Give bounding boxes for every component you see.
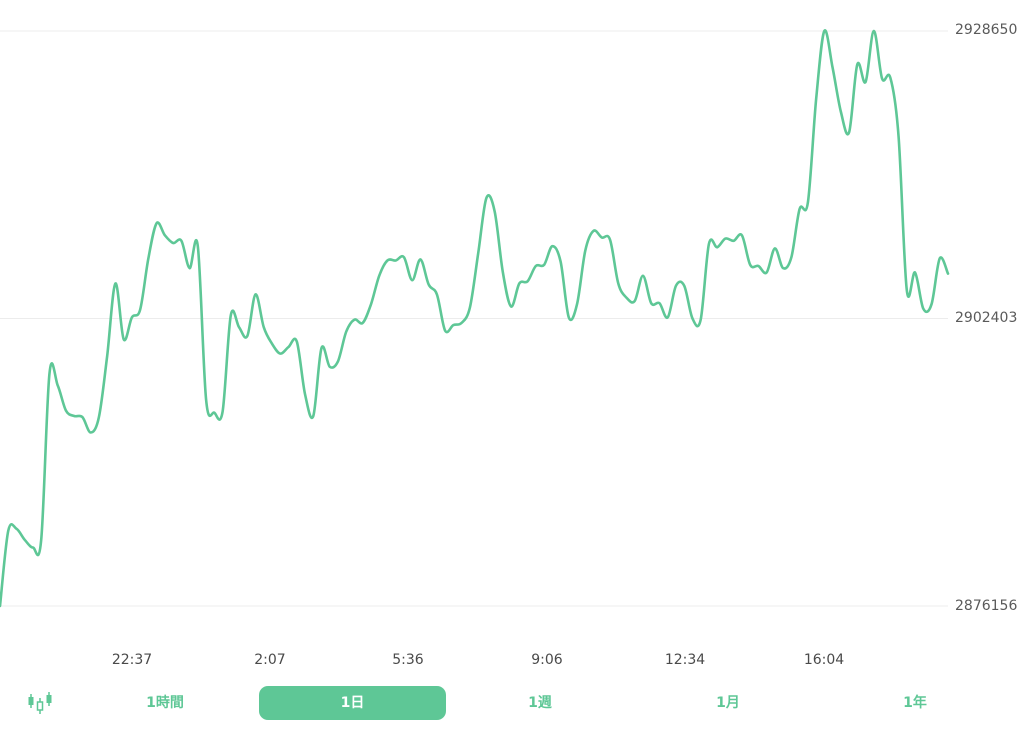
x-tick-label: 9:06 [531, 652, 563, 668]
y-tick-label-middle: 2902403 [955, 310, 1018, 326]
tab-1-day[interactable]: 1日 [259, 686, 446, 720]
x-tick-label: 2:07 [254, 652, 286, 668]
tab-1-hour[interactable]: 1時間 [146, 695, 184, 711]
price-line [0, 29, 950, 608]
y-tick-label-bottom: 2876156 [955, 598, 1018, 614]
x-tick-label: 12:34 [664, 652, 706, 668]
x-tick-label: 5:36 [392, 652, 424, 668]
tab-1-year[interactable]: 1年 [903, 695, 927, 711]
tab-1-week[interactable]: 1週 [528, 695, 552, 711]
tab-1-month[interactable]: 1月 [716, 695, 740, 711]
candlestick-icon[interactable] [26, 688, 54, 718]
y-tick-label-top: 2928650 [955, 22, 1018, 38]
x-tick-label: 16:04 [803, 652, 845, 668]
timeframe-tabs: 1時間 1日 1週 1月 1年 [0, 686, 1024, 720]
x-tick-label: 22:37 [111, 652, 153, 668]
